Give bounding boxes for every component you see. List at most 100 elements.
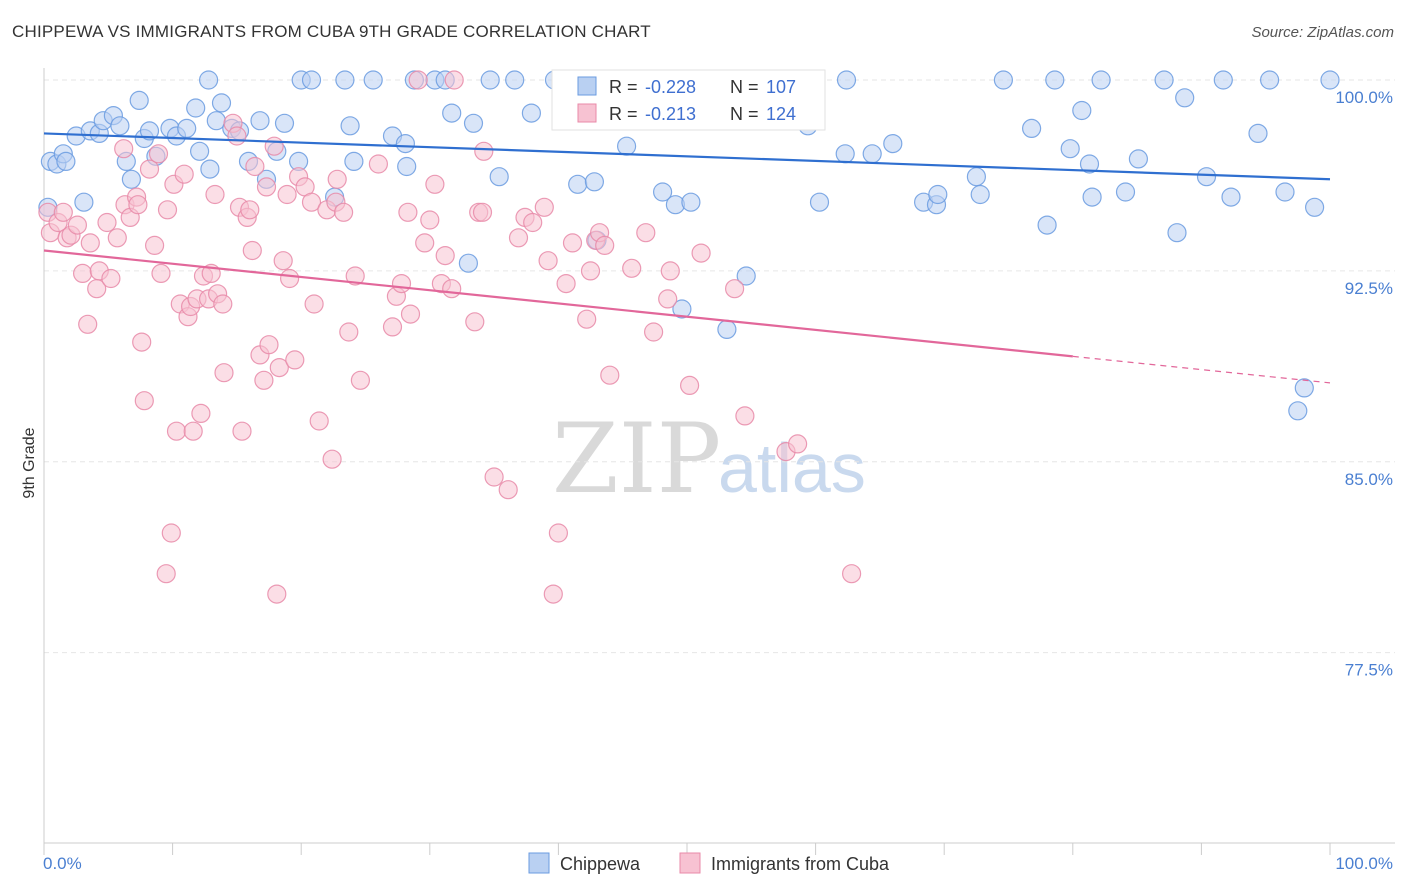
point-cuba-105 (562, 233, 583, 253)
point-cuba-19 (128, 195, 148, 215)
point-chippewa-101 (1259, 70, 1280, 90)
point-cuba-24 (148, 144, 169, 164)
point-cuba-117 (679, 375, 700, 395)
point-chippewa-51 (480, 70, 500, 90)
point-cuba-84 (415, 233, 435, 253)
point-chippewa-83 (993, 70, 1014, 90)
point-cuba-21 (134, 391, 154, 411)
point-chippewa-82 (970, 184, 990, 205)
point-cuba-59 (269, 358, 289, 378)
y-tick-label-2: 85.0% (1345, 470, 1393, 489)
stats-legend: R = -0.228 N = 107 R = -0.213 N = 124 (551, 69, 826, 131)
point-chippewa-52 (489, 167, 509, 187)
stats-r-value-chippewa: -0.228 (645, 77, 696, 97)
y-tick-label-1: 92.5% (1345, 279, 1393, 298)
point-chippewa-98 (1213, 70, 1233, 90)
point-chippewa-11 (110, 116, 130, 136)
point-chippewa-74 (835, 144, 855, 164)
point-cuba-78 (382, 317, 403, 337)
point-cuba-85 (420, 210, 440, 230)
point-chippewa-4 (56, 151, 76, 171)
point-chippewa-87 (1060, 139, 1080, 159)
point-cuba-9 (80, 233, 100, 253)
point-chippewa-81 (966, 167, 987, 187)
point-chippewa-105 (1304, 197, 1325, 217)
point-cuba-80 (391, 274, 412, 294)
point-cuba-15 (114, 139, 134, 159)
point-chippewa-65 (681, 192, 701, 212)
point-cuba-37 (191, 403, 211, 423)
x-tick-label-min: 0.0% (43, 854, 82, 873)
point-chippewa-90 (1082, 187, 1102, 207)
point-chippewa-86 (1045, 70, 1065, 90)
point-cuba-54 (254, 370, 274, 390)
point-cuba-97 (508, 228, 529, 248)
point-cuba-32 (174, 164, 194, 184)
axes (43, 68, 1395, 855)
point-cuba-100 (534, 197, 554, 217)
point-cuba-50 (240, 200, 260, 220)
point-chippewa-92 (1115, 182, 1136, 202)
legend-label-cuba: Immigrants from Cuba (711, 854, 890, 874)
point-chippewa-57 (568, 174, 588, 194)
point-cuba-77 (368, 154, 388, 174)
point-cuba-70 (322, 449, 342, 469)
point-cuba-14 (107, 228, 127, 248)
point-cuba-119 (724, 279, 745, 299)
point-chippewa-44 (397, 156, 417, 177)
point-cuba-6 (67, 215, 88, 235)
y-tick-labels: 100.0% 92.5% 85.0% 77.5% (1335, 88, 1393, 680)
point-cuba-89 (442, 279, 462, 299)
point-cuba-46 (227, 126, 247, 146)
point-chippewa-95 (1167, 223, 1187, 243)
point-cuba-12 (97, 212, 117, 233)
series-legend: Chippewa Immigrants from Cuba (528, 852, 890, 874)
point-cuba-73 (334, 202, 354, 222)
point-chippewa-48 (442, 103, 462, 123)
legend-swatch-cuba (679, 852, 701, 874)
point-chippewa-76 (862, 144, 882, 164)
point-cuba-30 (166, 421, 187, 441)
point-cuba-88 (435, 246, 455, 266)
point-cuba-63 (285, 350, 305, 370)
point-cuba-94 (474, 141, 494, 161)
point-cuba-115 (658, 289, 678, 309)
chart-title: CHIPPEWA VS IMMIGRANTS FROM CUBA 9TH GRA… (12, 22, 651, 41)
point-chippewa-41 (363, 70, 383, 90)
point-chippewa-102 (1275, 182, 1295, 202)
point-chippewa-99 (1221, 187, 1241, 207)
point-cuba-3 (53, 202, 73, 222)
point-cuba-27 (157, 200, 178, 220)
point-cuba-60 (273, 251, 293, 271)
point-cuba-68 (309, 411, 329, 431)
point-cuba-55 (256, 177, 277, 197)
point-cuba-91 (465, 312, 485, 332)
point-cuba-35 (183, 421, 203, 441)
point-chippewa-103 (1288, 401, 1308, 421)
point-chippewa-40 (344, 151, 364, 171)
point-cuba-52 (245, 156, 265, 177)
point-cuba-75 (345, 266, 365, 286)
point-chippewa-50 (463, 113, 484, 133)
point-cuba-28 (161, 523, 181, 543)
point-chippewa-75 (836, 70, 857, 90)
stats-n-value-chippewa: 107 (766, 77, 796, 97)
point-cuba-111 (600, 365, 620, 385)
point-cuba-99 (523, 212, 543, 233)
stats-r-value-cuba: -0.213 (645, 104, 696, 124)
point-cuba-102 (543, 584, 563, 604)
point-cuba-57 (264, 136, 284, 156)
legend-label-chippewa: Chippewa (560, 854, 641, 874)
point-chippewa-106 (1320, 70, 1340, 90)
point-chippewa-6 (74, 192, 94, 212)
point-cuba-118 (691, 243, 711, 263)
stats-n-label-chippewa: N = (730, 77, 759, 97)
point-chippewa-33 (274, 113, 295, 133)
point-cuba-41 (205, 184, 225, 205)
stats-r-label-cuba: R = (609, 104, 638, 124)
point-cuba-103 (548, 523, 569, 543)
legend-swatch-chippewa (528, 852, 550, 874)
point-cuba-116 (660, 261, 680, 281)
x-tick-label-max: 100.0% (1335, 854, 1393, 873)
